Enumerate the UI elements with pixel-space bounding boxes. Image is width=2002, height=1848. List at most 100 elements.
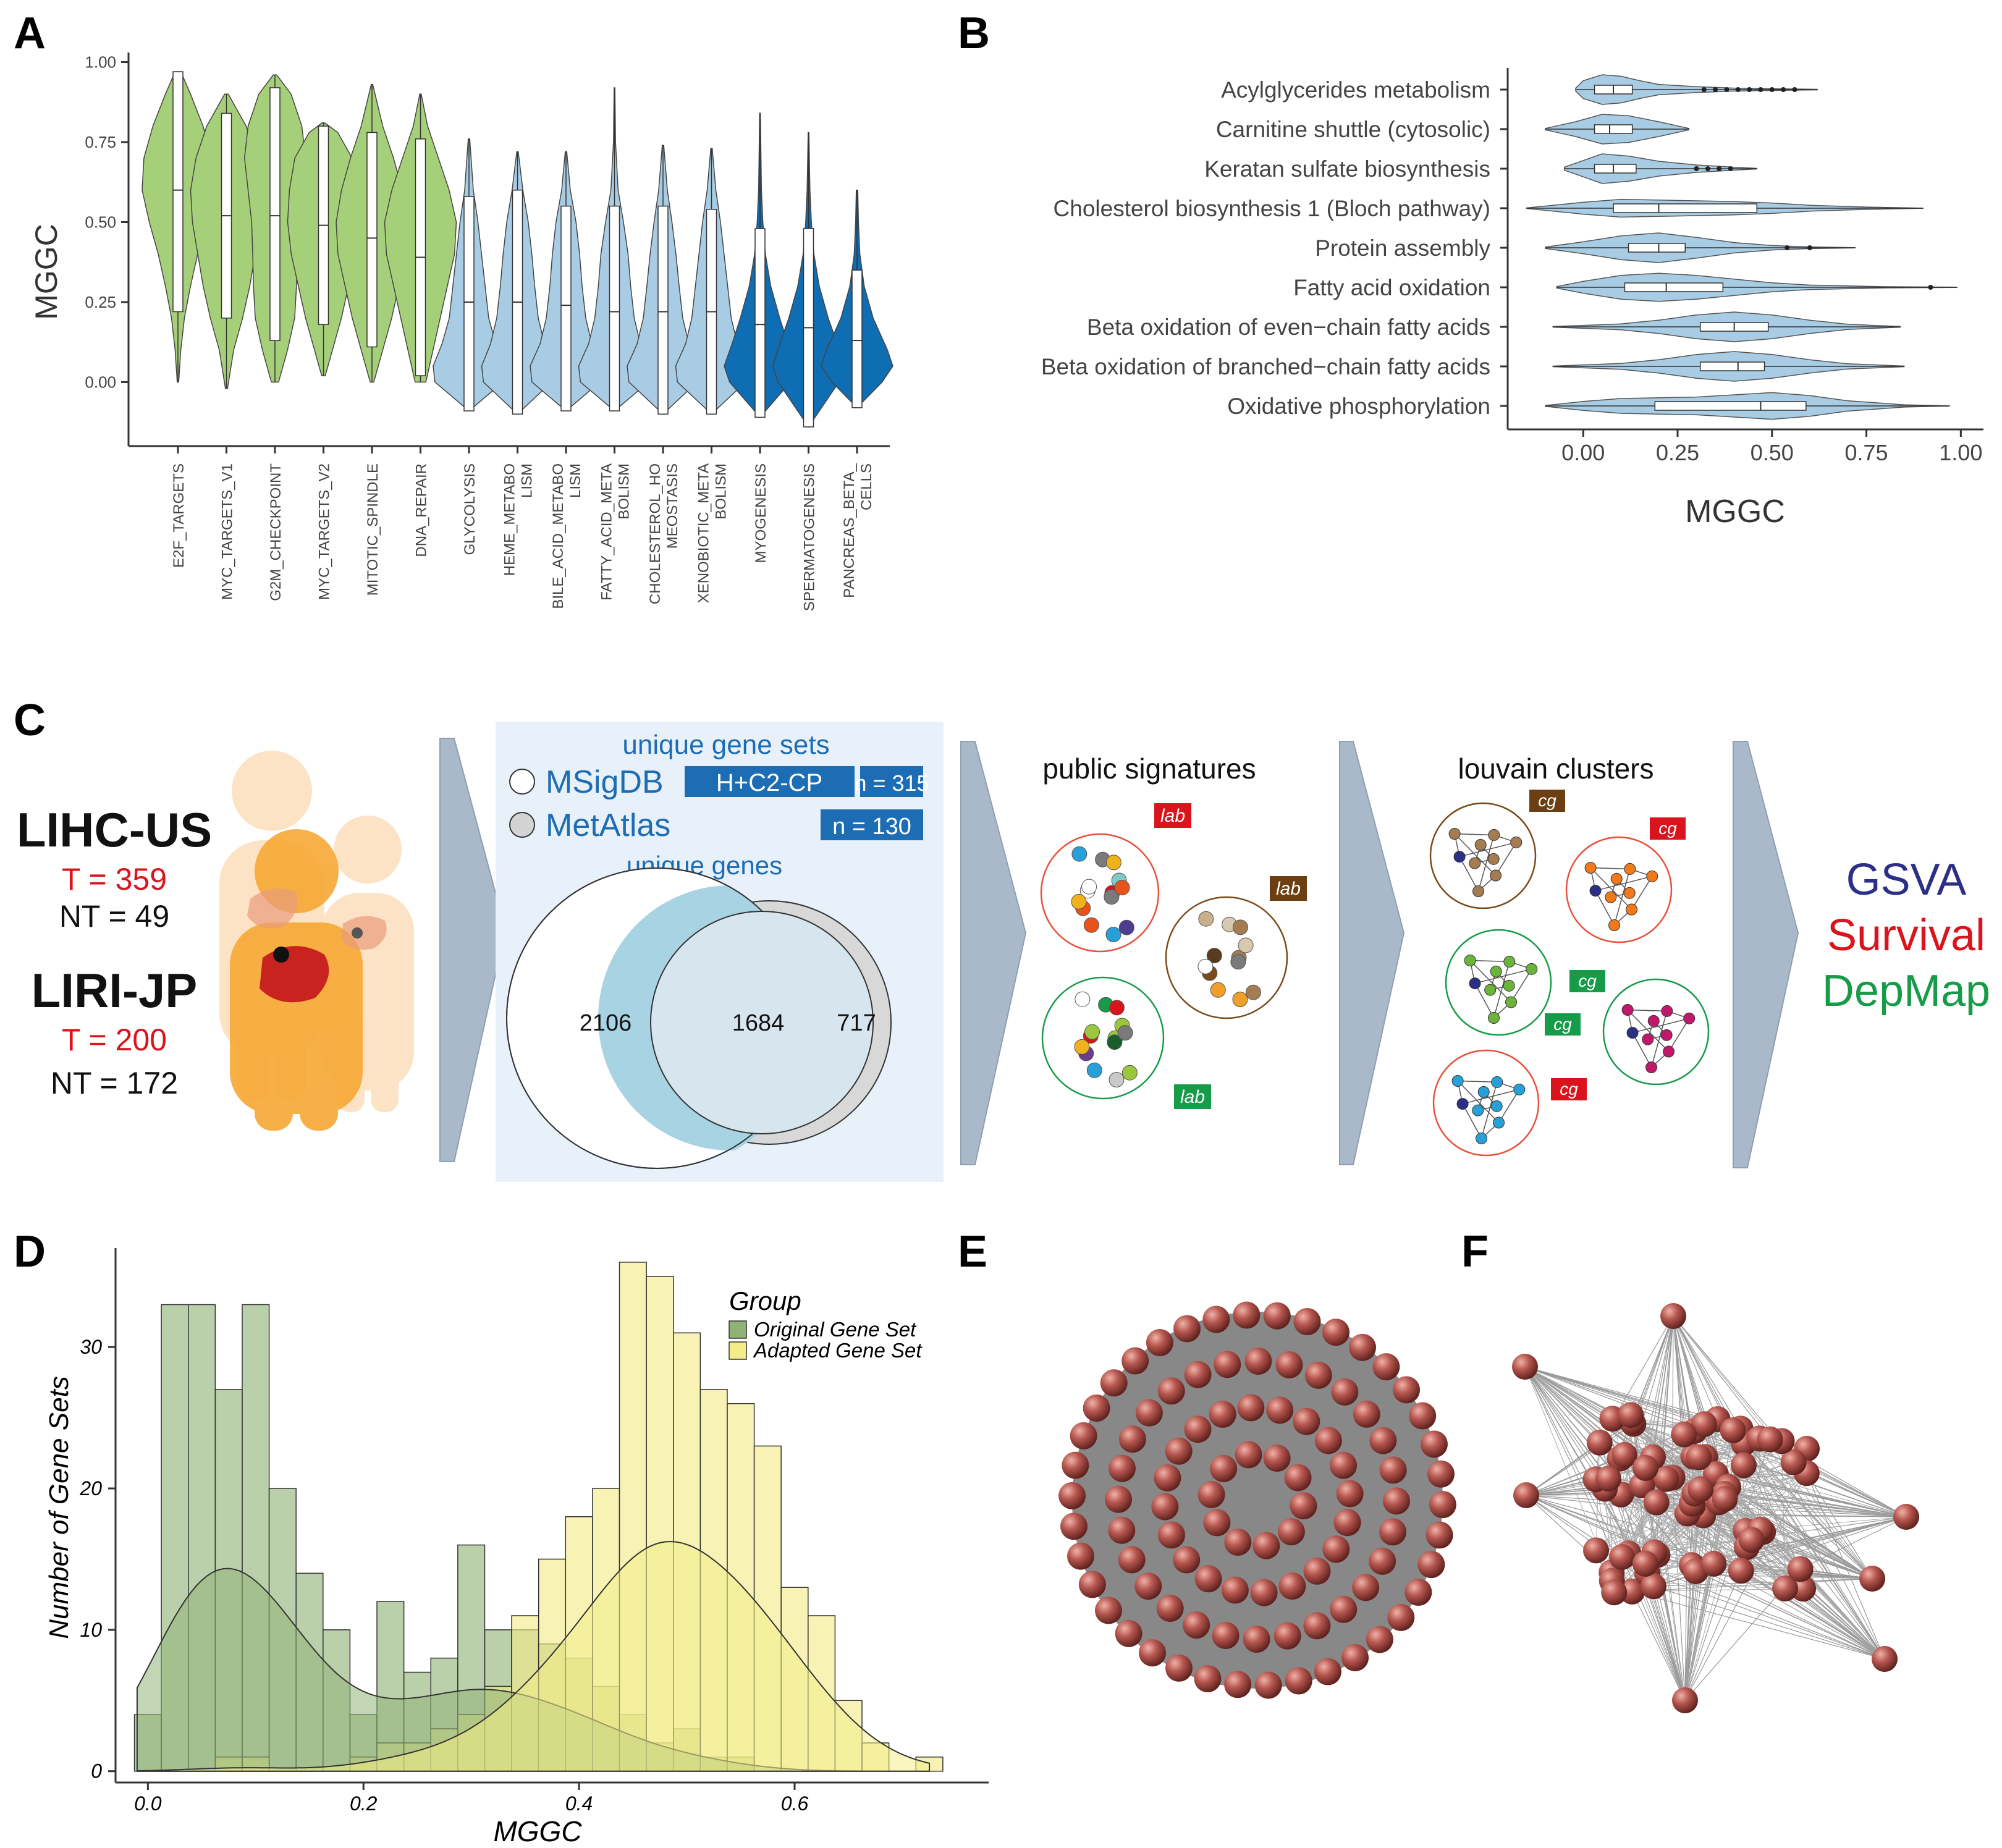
msigdb-legend-dot xyxy=(509,769,535,795)
outlier-point xyxy=(1758,87,1763,92)
cluster-node xyxy=(1491,1076,1503,1088)
venn-right-count: 717 xyxy=(837,1010,876,1036)
signature-gene-dot xyxy=(1086,1062,1102,1078)
gene-node xyxy=(1686,1444,1712,1470)
box-cholesterol-ho-meostasis xyxy=(657,205,669,415)
outlier-point xyxy=(1694,166,1699,171)
cluster-node xyxy=(1464,955,1476,967)
network-edge xyxy=(1728,1486,1907,1517)
gene-node xyxy=(1322,1535,1350,1563)
gene-node xyxy=(1078,1571,1106,1598)
cluster-edge xyxy=(1474,968,1532,984)
cohort1-name: LIHC-US xyxy=(17,803,212,857)
lab-tag-box xyxy=(1270,876,1307,901)
panel-a-x-labels: E2F_TARGETS MYC_TARGETS_V1 G2M_CHECKPOINT M… xyxy=(171,446,875,611)
signature-gene-dot xyxy=(1117,1025,1133,1041)
signature-gene-dot xyxy=(1074,1039,1090,1055)
outlier-point xyxy=(1728,166,1733,171)
gene-node xyxy=(1115,1619,1142,1647)
signature-cluster xyxy=(1041,976,1165,1100)
network-edge xyxy=(1725,1488,1873,1579)
cluster-node xyxy=(1469,977,1481,990)
outlier-point xyxy=(1928,285,1933,290)
public-signatures-graphic: lab lab lab xyxy=(1040,803,1307,1109)
gene-node xyxy=(1263,1445,1291,1472)
panel-a-violin-chart: MGGC 0.00 0.25 0.50 0.75 1.00 E2F_TARGETS MYC… xyxy=(29,53,893,611)
panel-label-a: A xyxy=(14,9,46,58)
x-tick-label: 0.4 xyxy=(565,1792,593,1815)
gene-node xyxy=(1197,1480,1225,1508)
msigdb-label: MSigDB xyxy=(546,764,664,800)
cluster-node xyxy=(1503,955,1516,968)
x-label-cholesterol-ho-meostasis: MEOSTASIS xyxy=(664,463,681,549)
network-edge xyxy=(1684,1498,1725,1701)
lab-tag: lab xyxy=(1160,806,1185,826)
cluster-edge xyxy=(1457,1080,1500,1123)
cg-tag-box xyxy=(1569,970,1605,992)
gene-node xyxy=(1859,1566,1885,1592)
gene-node xyxy=(1214,1351,1241,1378)
y-label-acylglycerides-metabolism: Acylglycerides metabolism xyxy=(1221,77,1490,103)
network-edge-mass xyxy=(1072,1312,1443,1689)
gene-node xyxy=(1151,1493,1179,1521)
gene-node xyxy=(1632,1454,1658,1481)
panel-label-b: B xyxy=(958,9,990,58)
network-edge xyxy=(1653,1586,1686,1701)
cg-tag: cg xyxy=(1538,791,1556,810)
gene-node xyxy=(1379,1456,1407,1484)
gene-node xyxy=(1134,1572,1162,1600)
gene-node xyxy=(1393,1376,1421,1404)
signature-gene-dot xyxy=(1071,846,1088,862)
y-label-beta-oxidation-of-branched-chain-fatty-acids: Beta oxidation of branched−chain fatty a… xyxy=(1041,354,1490,379)
gene-node xyxy=(1353,1400,1380,1428)
network-edge xyxy=(1770,1439,1885,1660)
gene-node xyxy=(1387,1603,1415,1631)
cluster-edge xyxy=(1595,890,1615,926)
outlier-point xyxy=(1735,87,1741,92)
cluster-node xyxy=(1472,885,1485,898)
outlier-point xyxy=(1724,87,1730,92)
gene-node xyxy=(1058,1482,1086,1509)
cluster-edge xyxy=(1668,1018,1690,1052)
output-survival: Survival xyxy=(1827,911,1985,960)
kde-adapted-gene-set xyxy=(136,1540,931,1772)
x-tick-label: 0.0 xyxy=(134,1792,162,1815)
cluster-edge xyxy=(1462,1089,1519,1105)
gene-node xyxy=(1728,1558,1754,1584)
network-edge xyxy=(1673,1315,1741,1429)
network-edge xyxy=(1656,1502,1686,1701)
cluster-edge xyxy=(1469,960,1512,1003)
output-gsva: GSVA xyxy=(1846,855,1967,905)
cluster-node xyxy=(1608,919,1621,932)
workflow-arrow-1 xyxy=(439,738,507,1162)
cluster-node xyxy=(1488,1012,1500,1024)
gene-node xyxy=(1609,1544,1636,1571)
gene-node xyxy=(1165,1654,1193,1682)
x-label-heme-metabo-lism: HEME_METABO xyxy=(502,463,518,576)
cluster-node xyxy=(1503,979,1515,992)
network-edge xyxy=(1524,1366,1600,1443)
gene-node xyxy=(1790,1576,1817,1602)
cluster-edge xyxy=(1631,875,1653,910)
network-edge xyxy=(1526,1424,1634,1496)
panel-b-y-labels: Acylglycerides metabolism Carnitine shutt… xyxy=(1041,77,1508,419)
x-label-xenobiotic-meta-bolism: XENOBIOTIC_META xyxy=(696,463,712,603)
gene-node xyxy=(1083,1394,1110,1422)
signature-gene-dot xyxy=(1081,879,1097,895)
network-edge xyxy=(1595,1493,1695,1551)
signature-gene-dot xyxy=(1104,889,1120,905)
cluster-node xyxy=(1661,1005,1673,1017)
box-fatty-acid-meta-bolism xyxy=(609,205,620,411)
network-edge xyxy=(1696,1571,1873,1579)
gene-node xyxy=(1425,1521,1453,1549)
box-pancreas-beta-cells xyxy=(851,269,863,408)
gene-node xyxy=(1757,1426,1783,1453)
panel-c-workflow: LIHC-US T = 359 NT = 49 LIRI-JP T = 200 … xyxy=(17,722,1990,1182)
panel-d-legend: Group Original Gene Set Adapted Gene Set xyxy=(729,1286,923,1362)
gene-node xyxy=(1369,1547,1396,1575)
x-label-xenobiotic-meta-bolism: BOLISM xyxy=(713,463,730,520)
gene-node xyxy=(1513,1482,1539,1508)
signature-gene-dot xyxy=(1083,917,1099,933)
gene-node xyxy=(1730,1452,1757,1479)
network-edge xyxy=(1724,1493,1873,1579)
